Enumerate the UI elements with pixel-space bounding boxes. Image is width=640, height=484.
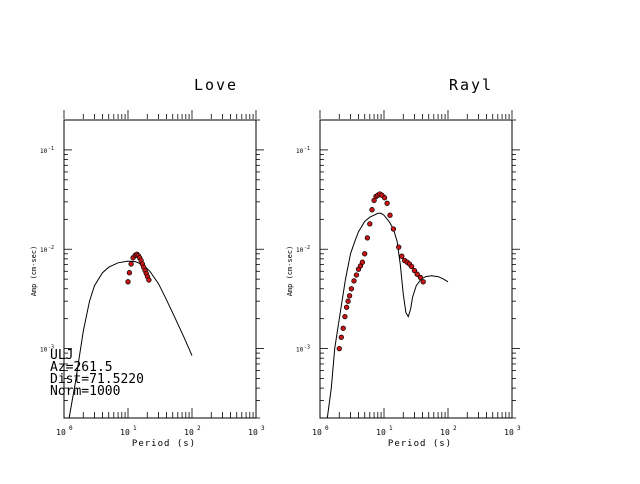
data-point: [126, 270, 133, 276]
x-tick-label-exp: 3: [517, 425, 521, 432]
data-point: [146, 277, 152, 283]
data-point: [346, 293, 353, 299]
plot-frame: [319, 119, 513, 419]
data-point: [420, 279, 426, 285]
x-tick-label: 10: [440, 428, 450, 437]
x-tick-label: 10: [120, 428, 130, 437]
x-tick-label-exp: 2: [453, 425, 457, 432]
data-point: [362, 251, 368, 257]
x-axis-label: Period (s): [132, 439, 196, 449]
data-point: [390, 226, 397, 232]
data-point: [351, 278, 357, 284]
x-tick-label: 10: [184, 428, 194, 437]
chart-title: Love: [194, 76, 238, 94]
data-point: [381, 195, 388, 201]
x-tick-label-exp: 0: [69, 425, 73, 432]
data-point: [396, 244, 402, 250]
station-annotation: Dist=71.5220: [50, 372, 144, 387]
y-tick-label-exp: -1: [48, 146, 54, 152]
y-tick-label: 10: [296, 247, 304, 254]
plot-frame: [63, 119, 257, 419]
y-tick-label: 10: [40, 347, 48, 354]
x-tick-label-exp: 3: [261, 425, 265, 432]
y-tick-label: 10: [40, 247, 48, 254]
data-point: [408, 263, 415, 270]
station-annotation: ULJ: [50, 348, 73, 363]
data-point: [336, 345, 342, 352]
y-tick-label: 10: [296, 148, 304, 155]
data-point: [414, 271, 420, 277]
y-axis-label: Amp (cm-sec): [30, 246, 38, 297]
x-axis-label: Period (s): [388, 439, 452, 449]
data-point: [369, 207, 375, 213]
data-point: [342, 313, 348, 320]
y-tick-label-exp: -3: [48, 345, 54, 351]
data-point: [384, 200, 390, 206]
data-point: [125, 279, 131, 285]
data-point: [417, 274, 424, 281]
chart-title: Rayl: [449, 76, 493, 94]
x-tick-label-exp: 2: [197, 425, 201, 432]
x-tick-label: 10: [376, 428, 386, 437]
data-point: [387, 212, 393, 218]
data-point: [348, 286, 355, 292]
x-tick-label: 10: [248, 428, 258, 437]
data-point: [343, 304, 350, 310]
x-tick-label: 10: [56, 428, 66, 437]
y-tick-label-exp: -2: [48, 245, 54, 251]
y-tick-label-exp: -2: [304, 245, 310, 251]
data-point: [353, 272, 360, 278]
y-tick-label: 10: [40, 148, 48, 155]
data-point: [399, 253, 405, 259]
x-tick-label-exp: 0: [325, 425, 329, 432]
x-tick-label-exp: 1: [389, 425, 393, 432]
data-point: [364, 235, 371, 241]
model-curve: [68, 260, 193, 419]
y-axis-label: Amp (cm-sec): [286, 246, 294, 297]
data-point: [367, 221, 373, 227]
data-point: [338, 334, 344, 340]
data-point: [359, 259, 366, 265]
data-point: [345, 298, 351, 304]
data-point: [340, 325, 346, 331]
y-tick-label-exp: -3: [304, 345, 310, 351]
x-tick-label: 10: [312, 428, 322, 437]
data-point: [128, 261, 134, 267]
y-tick-label-exp: -1: [304, 146, 310, 152]
x-tick-label-exp: 1: [133, 425, 137, 432]
station-annotation: Norm=1000: [50, 384, 120, 399]
station-annotation: Az=261.5: [50, 360, 113, 375]
x-tick-label: 10: [504, 428, 514, 437]
data-point: [411, 267, 418, 274]
y-tick-label: 10: [296, 347, 304, 354]
